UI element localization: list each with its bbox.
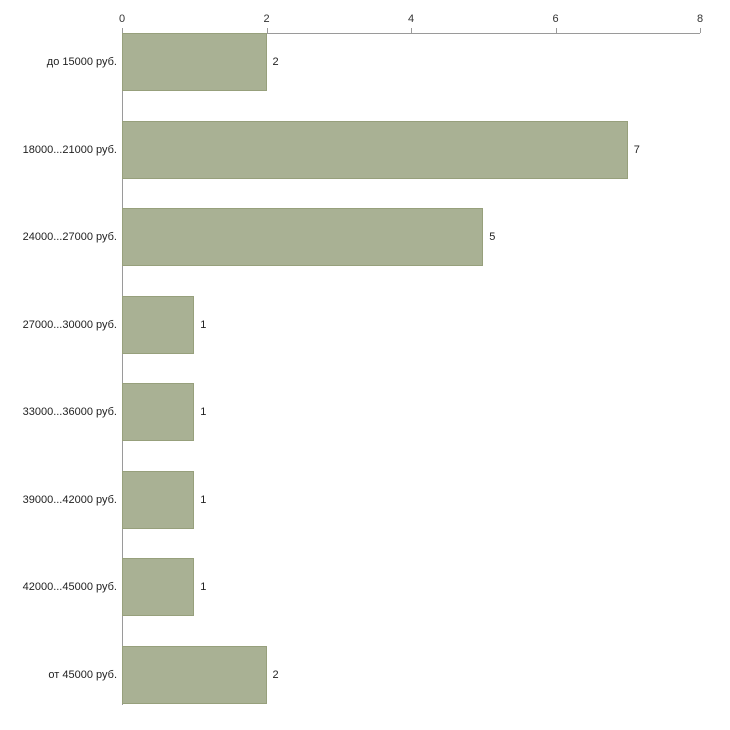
x-axis-tick: [411, 28, 412, 33]
bar-row: 42000...45000 руб. 1: [23, 558, 700, 616]
x-axis-tick: [122, 28, 123, 33]
x-axis-tick: [555, 28, 557, 33]
value-label: 5: [489, 231, 496, 243]
value-label: 2: [272, 56, 279, 68]
category-label: 42000...45000 руб.: [22, 581, 117, 593]
category-label: 24000...27000 руб.: [22, 231, 117, 243]
bar: [122, 208, 484, 266]
plot-area: 0 2 4 6 8 до 15000 руб. 2 18000...21000 руб. 7 2…: [23, 13, 703, 705]
x-axis-tick-label: 6: [552, 13, 559, 25]
y-axis-line: [122, 33, 123, 705]
x-axis-tick: [700, 28, 701, 33]
bar-row: до 15000 руб. 2: [47, 33, 700, 91]
bar: [122, 645, 267, 704]
value-label: 1: [200, 581, 207, 593]
x-axis-tick: [266, 28, 268, 33]
x-axis-tick-label: 0: [118, 13, 126, 25]
value-label: 1: [200, 493, 207, 506]
value-label: 1: [200, 318, 207, 331]
x-axis-tick-label: 2: [263, 13, 270, 25]
bar-row: 33000...36000 руб. 1: [23, 383, 700, 441]
bar: [122, 383, 195, 441]
bar: [122, 120, 628, 179]
bar: [122, 295, 195, 354]
category-label: 33000...36000 руб.: [22, 406, 117, 418]
category-label: от 45000 руб.: [48, 668, 117, 681]
value-label: 2: [272, 668, 279, 681]
category-label: до 15000 руб.: [46, 56, 117, 68]
x-axis-line: [122, 33, 700, 34]
x-axis-tick-label: 4: [407, 13, 415, 25]
category-label: 39000...42000 руб.: [22, 493, 117, 506]
value-label: 1: [200, 406, 207, 418]
bar-row: 39000...42000 руб. 1: [23, 470, 700, 529]
bar: [122, 470, 195, 529]
x-axis-tick-label: 8: [696, 13, 704, 25]
bar-row: от 45000 руб. 2: [48, 645, 700, 704]
bar-row: 18000...21000 руб. 7: [23, 120, 700, 179]
bar-row: 27000...30000 руб. 1: [23, 295, 700, 354]
bar-row: 24000...27000 руб. 5: [23, 208, 700, 266]
value-label: 7: [633, 143, 640, 156]
bar: [122, 558, 195, 616]
bar: [122, 33, 267, 91]
category-label: 18000...21000 руб.: [22, 143, 117, 156]
category-label: 27000...30000 руб.: [22, 318, 117, 331]
